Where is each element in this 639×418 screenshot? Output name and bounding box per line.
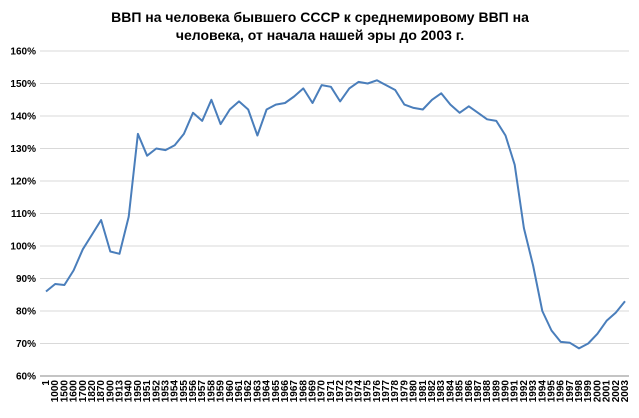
x-tick-label: 1970 [317, 380, 328, 403]
y-tick-label: 130% [10, 144, 36, 155]
x-tick-label: 1984 [445, 380, 456, 403]
x-tick-label: 1959 [216, 380, 227, 403]
x-tick-label: 1962 [243, 380, 254, 403]
x-tick-label: 1985 [455, 380, 466, 403]
y-tick-label: 100% [10, 242, 36, 253]
x-tick-label: 1967 [289, 380, 300, 403]
x-tick-label: 1999 [583, 380, 594, 403]
y-tick-label: 140% [10, 112, 36, 123]
x-tick-label: 1969 [308, 380, 319, 403]
x-tick-label: 1990 [501, 380, 512, 403]
x-tick-label: 1954 [170, 380, 181, 403]
x-tick-label: 1998 [574, 380, 585, 403]
x-tick-label: 1966 [280, 380, 291, 403]
x-tick-label: 1870 [96, 380, 107, 403]
x-tick-label: 1982 [427, 380, 438, 403]
x-tick-label: 1965 [271, 380, 282, 403]
x-tick-label: 1987 [473, 380, 484, 403]
x-tick-label: 1988 [482, 380, 493, 403]
y-tick-label: 80% [16, 307, 36, 318]
x-tick-label: 1974 [353, 380, 364, 403]
x-tick-label: 1 [41, 380, 52, 386]
chart-title: ВВП на человека бывшего СССР к среднемир… [111, 9, 529, 43]
y-tick-label: 160% [10, 47, 36, 58]
x-tick-label: 1600 [69, 380, 80, 403]
x-tick-label: 2003 [620, 380, 631, 403]
x-tick-label: 1991 [510, 380, 521, 403]
y-tick-label: 70% [16, 339, 36, 350]
x-tick-label: 1968 [298, 380, 309, 403]
x-tick-label: 1995 [546, 380, 557, 403]
x-tick-label: 1979 [399, 380, 410, 403]
x-tick-label: 1971 [326, 380, 337, 403]
x-tick-label: 1953 [160, 380, 171, 403]
x-tick-label: 1981 [418, 380, 429, 403]
x-tick-label: 1956 [188, 380, 199, 403]
x-tick-label: 1950 [133, 380, 144, 403]
x-tick-label: 1963 [252, 380, 263, 403]
x-tick-label: 1977 [381, 380, 392, 403]
x-tick-label: 1952 [151, 380, 162, 403]
x-tick-label: 2000 [592, 380, 603, 403]
x-tick-label: 1975 [363, 380, 374, 403]
x-tick-label: 1993 [528, 380, 539, 403]
x-tick-label: 2002 [611, 380, 622, 403]
x-tick-label: 1913 [115, 380, 126, 403]
y-tick-label: 60% [16, 372, 36, 383]
x-tick-label: 1997 [565, 380, 576, 403]
y-tick-label: 150% [10, 79, 36, 90]
line [45, 79, 626, 350]
x-tick-label: 1986 [464, 380, 475, 403]
y-tick-label: 90% [16, 274, 36, 285]
x-tick-label: 1964 [262, 380, 273, 403]
x-tick-label: 1992 [519, 380, 530, 403]
x-tick-label: 1980 [409, 380, 420, 403]
x-tick-label: 1976 [372, 380, 383, 403]
x-tick-label: 1957 [197, 380, 208, 403]
x-tick-label: 1940 [124, 380, 135, 403]
x-tick-label: 1900 [105, 380, 116, 403]
x-tick-label: 1989 [491, 380, 502, 403]
x-tick-label: 1820 [87, 380, 98, 403]
x-tick-label: 1700 [78, 380, 89, 403]
x-tick-label: 1978 [390, 380, 401, 403]
y-tick-label: 110% [11, 209, 36, 220]
x-tick-label: 2001 [602, 380, 613, 403]
x-tick-label: 1955 [179, 380, 190, 403]
x-tick-label: 1983 [436, 380, 447, 403]
x-tick-label: 1000 [50, 380, 61, 403]
x-tick-label: 1972 [335, 380, 346, 403]
x-tick-label: 1973 [344, 380, 355, 403]
x-tick-label: 1996 [556, 380, 567, 403]
x-tick-label: 1500 [59, 380, 70, 403]
x-tick-label: 1951 [142, 380, 153, 403]
y-tick-label: 120% [10, 177, 36, 188]
x-tick-label: 1994 [537, 380, 548, 403]
x-tick-label: 1958 [206, 380, 217, 403]
x-tick-label: 1960 [225, 380, 236, 403]
x-tick-label: 1961 [234, 380, 245, 403]
